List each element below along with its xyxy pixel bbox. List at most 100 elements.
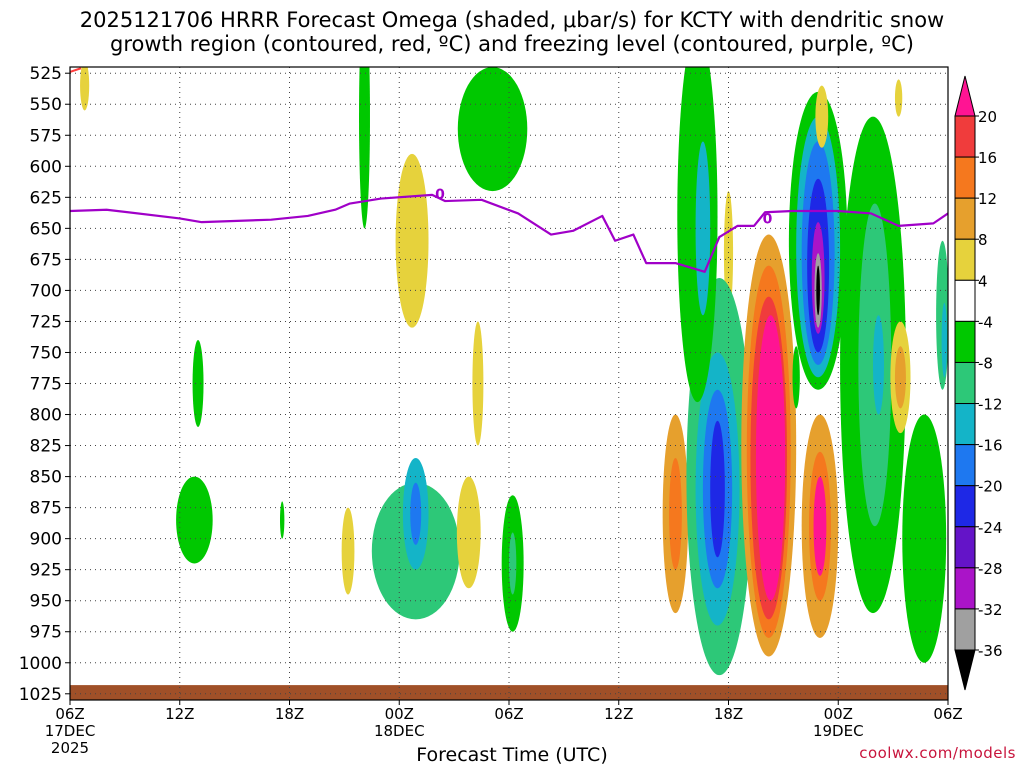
colorbar-label-12: -32 (978, 601, 1003, 619)
omega-shading (80, 67, 948, 676)
y-tick-label-19: 1000 (19, 654, 62, 674)
colorbar: 20 16 12 8 4 -4 -8 -12 -16 -20 -24 -28 -32 -36 (954, 75, 1003, 691)
omega-cell-40 (792, 346, 800, 409)
colorbar-label-11: -28 (978, 560, 1003, 578)
colorbar-label-2: 12 (978, 190, 997, 208)
x-tick-label-8: 06Z (933, 705, 962, 723)
omega-cell-3 (457, 67, 528, 192)
colorbar-label-5: -4 (978, 313, 993, 331)
freezing-level-label-0: 0 (435, 187, 445, 203)
colorbar-band-7 (954, 403, 976, 446)
omega-cell-22 (710, 420, 725, 558)
colorbar-band-3 (954, 238, 976, 281)
y-tick-label-7: 700 (30, 281, 62, 301)
chart-title-line-1: 2025121706 HRRR Forecast Omega (shaded, … (79, 8, 945, 32)
colorbar-band-5 (954, 320, 976, 363)
omega-cell-1 (359, 67, 370, 229)
colorbar-band-12 (954, 608, 976, 651)
omega-cell-47 (902, 414, 947, 663)
colorbar-label-0: 20 (978, 108, 997, 126)
colorbar-band-1 (954, 156, 976, 199)
colorbar-label-6: -8 (978, 354, 993, 372)
y-tick-label-0: 525 (30, 64, 62, 84)
x-date-label-3: 18DEC (374, 722, 425, 740)
colorbar-label-13: -36 (978, 642, 1003, 660)
y-tick-label-5: 650 (30, 219, 62, 239)
y-tick-label-20: 1025 (19, 685, 62, 705)
y-tick-label-10: 775 (30, 375, 62, 395)
x-date-label-7: 19DEC (813, 722, 864, 740)
y-tick-label-15: 900 (30, 530, 62, 550)
y-tick-label-14: 875 (30, 499, 62, 519)
omega-cell-28 (755, 315, 786, 601)
x-year-label-0: 2025 (51, 739, 89, 757)
dendritic-contour-line (70, 67, 82, 73)
y-tick-label-4: 625 (30, 188, 62, 208)
omega-cell-45 (894, 346, 906, 409)
omega-cell-0 (80, 67, 90, 111)
colorbar-band-4 (954, 279, 976, 322)
omega-cell-35 (816, 265, 820, 316)
y-tick-label-1: 550 (30, 95, 62, 115)
x-tick-label-3: 00Z (385, 705, 414, 723)
x-tick-label-5: 12Z (604, 705, 633, 723)
y-tick-label-9: 750 (30, 343, 62, 363)
omega-cell-39 (813, 476, 827, 576)
x-date-label-0: 17DEC (45, 722, 96, 740)
omega-cell-43 (873, 315, 884, 415)
y-tick-label-17: 950 (30, 592, 62, 612)
colorbar-label-8: -16 (978, 437, 1003, 455)
y-tick-label-6: 675 (30, 250, 62, 270)
colorbar-band-6 (954, 361, 976, 405)
contour-lines: 00 (70, 67, 948, 273)
colorbar-label-4: 4 (978, 272, 988, 290)
colorbar-label-7: -12 (978, 396, 1003, 414)
colorbar-band-10 (954, 526, 976, 569)
colorbar-band-11 (954, 567, 976, 610)
y-tick-label-8: 725 (30, 312, 62, 332)
credit-text: coolwx.com/models (859, 744, 1016, 762)
x-tick-label-1: 12Z (165, 705, 194, 723)
colorbar-band-9 (954, 485, 976, 528)
omega-cell-5 (192, 340, 204, 427)
colorbar-label-10: -24 (978, 519, 1003, 537)
chart-title-line-2: growth region (contoured, red, ºC) and f… (110, 32, 914, 56)
y-tick-label-3: 600 (30, 157, 62, 177)
x-tick-label-0: 06Z (55, 705, 84, 723)
y-tick-label-18: 975 (30, 623, 62, 643)
omega-cell-2 (395, 153, 429, 328)
freezing-level-line (70, 193, 948, 273)
omega-cell-12 (456, 476, 481, 589)
x-tick-label-2: 18Z (275, 705, 304, 723)
colorbar-bottom-triangle (954, 649, 976, 691)
y-axis: 525 550 575 600 625 650 675 700 725 750 775 800 825 8… (19, 64, 70, 705)
x-tick-label-4: 06Z (494, 705, 523, 723)
omega-cell-7 (279, 501, 285, 539)
y-tick-label-11: 800 (30, 406, 62, 426)
y-tick-label-16: 925 (30, 561, 62, 581)
omega-cell-4 (472, 321, 484, 446)
y-tick-label-13: 850 (30, 468, 62, 488)
omega-cell-11 (410, 482, 422, 545)
omega-cell-16 (669, 457, 682, 570)
colorbar-label-3: 8 (978, 231, 988, 249)
omega-cell-14 (509, 532, 517, 595)
omega-cell-24 (695, 141, 711, 316)
colorbar-band-0 (954, 115, 976, 158)
omega-cell-49 (941, 302, 948, 378)
omega-cell-8 (341, 507, 355, 595)
x-tick-label-6: 18Z (714, 705, 743, 723)
omega-cell-46 (894, 79, 903, 117)
omega-cell-6 (176, 476, 213, 564)
freezing-level-label-1: 0 (763, 212, 773, 228)
colorbar-label-9: -20 (978, 478, 1003, 496)
omega-cell-36 (815, 85, 829, 148)
colorbar-label-1: 16 (978, 149, 997, 167)
colorbar-band-8 (954, 444, 976, 487)
y-tick-label-12: 825 (30, 437, 62, 457)
colorbar-band-2 (954, 197, 976, 240)
x-tick-label-7: 00Z (824, 705, 853, 723)
x-axis-title: Forecast Time (UTC) (416, 744, 608, 766)
